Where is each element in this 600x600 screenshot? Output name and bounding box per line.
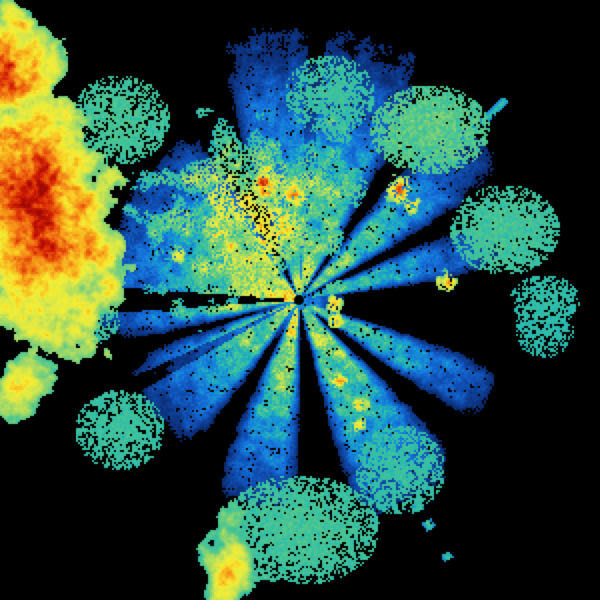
radar-display: Radar Reflectivity PPI Base Reflectivity… xyxy=(0,0,600,600)
radar-reflectivity-canvas[interactable] xyxy=(0,0,600,600)
